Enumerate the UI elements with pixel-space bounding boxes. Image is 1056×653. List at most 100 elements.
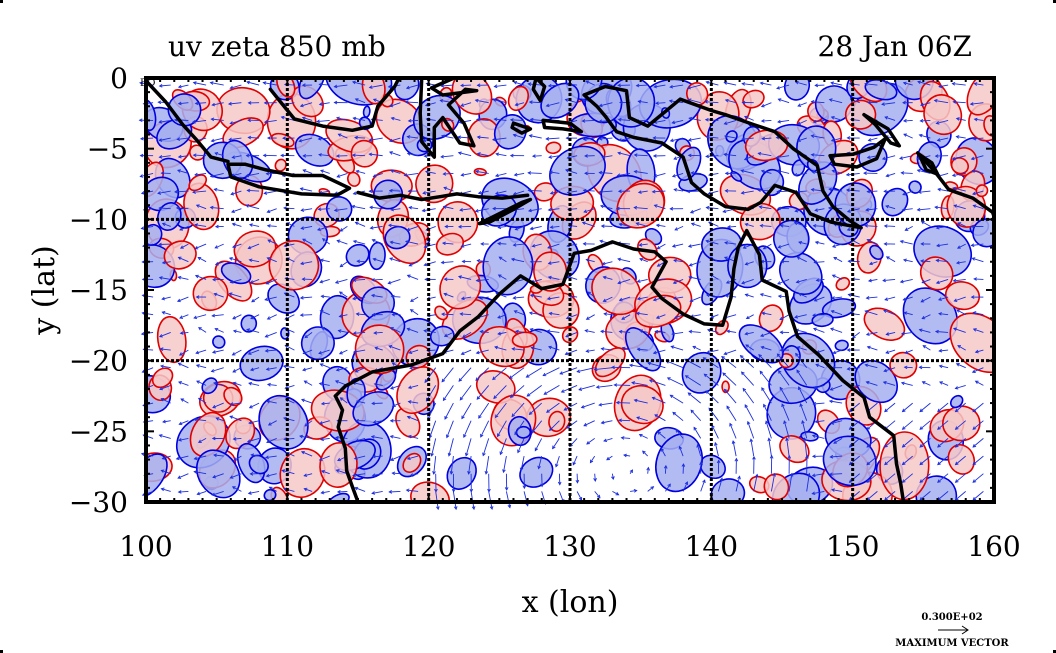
wind-vector	[468, 456, 472, 474]
wind-vector	[634, 207, 648, 210]
wind-vector	[480, 331, 489, 333]
wind-vector	[210, 172, 224, 177]
wind-vector-head	[656, 263, 661, 267]
wind-vector-head	[492, 206, 496, 211]
wind-vector-head	[404, 100, 409, 104]
wind-vector	[494, 84, 507, 88]
wind-vector-head	[316, 119, 320, 124]
wind-vector-head	[444, 415, 448, 420]
wind-vector	[355, 367, 366, 373]
wind-vector	[339, 349, 348, 355]
wind-vector	[514, 172, 525, 176]
wind-vector-head	[493, 117, 498, 122]
wind-vector	[496, 153, 507, 157]
wind-vector	[866, 208, 878, 211]
wind-vector-head	[337, 329, 342, 333]
wind-vector-head	[793, 221, 798, 226]
wind-vectors	[138, 80, 984, 511]
wind-vector	[952, 155, 966, 160]
wind-vector-head	[710, 315, 715, 319]
wind-vector	[336, 469, 348, 475]
wind-vector-head	[406, 227, 411, 232]
wind-vector-head	[245, 173, 250, 178]
wind-vector-head	[139, 153, 144, 158]
wind-vector-head	[865, 207, 870, 212]
wind-vector-head	[494, 173, 499, 178]
wind-vector	[566, 314, 578, 319]
wind-vector-head	[917, 190, 922, 194]
wind-vector	[407, 416, 419, 422]
wind-vector-head	[789, 472, 794, 477]
wind-vector	[672, 172, 684, 177]
wind-vector-head	[264, 455, 269, 460]
wind-vector	[901, 331, 913, 335]
wind-vector-head	[705, 293, 710, 298]
wind-vector-head	[318, 457, 323, 461]
wind-vector	[636, 222, 648, 227]
wind-vector	[674, 314, 684, 319]
wind-vector-head	[229, 85, 234, 90]
wind-vector-head	[371, 238, 376, 243]
wind-vector	[177, 473, 189, 479]
wind-vector	[565, 331, 578, 338]
vector-key-label: MAXIMUM VECTOR	[895, 638, 1009, 649]
wind-vector-head	[796, 369, 800, 374]
wind-vector	[972, 402, 984, 412]
wind-vector	[745, 223, 754, 227]
wind-vector	[232, 223, 242, 227]
wind-vector	[339, 291, 348, 298]
wind-vector-head	[920, 259, 924, 263]
wind-vector-head	[299, 187, 304, 191]
wind-vector-head	[866, 479, 871, 483]
wind-vector-head	[336, 174, 341, 178]
negative-vorticity-contour	[655, 433, 703, 493]
wind-vector-head	[671, 331, 676, 336]
wind-vector-head	[955, 363, 960, 367]
wind-vector	[831, 489, 843, 492]
wind-vector	[511, 258, 525, 263]
wind-vector-head	[903, 133, 908, 137]
wind-vector-head	[638, 243, 643, 247]
wind-vector-head	[265, 367, 270, 371]
wind-vector-head	[197, 397, 202, 402]
wind-vector	[320, 363, 330, 369]
wind-vector	[285, 384, 295, 389]
wind-vector-head	[760, 119, 765, 123]
wind-vector-head	[642, 450, 646, 455]
wind-vector	[798, 386, 808, 404]
wind-vector-head	[669, 394, 674, 399]
wind-vector	[232, 155, 242, 159]
wind-vector-head	[497, 241, 501, 246]
wind-vector-head	[333, 100, 338, 105]
wind-vector	[829, 99, 843, 104]
negative-vorticity-contour	[915, 475, 958, 502]
wind-vector-head	[953, 298, 958, 302]
wind-vector-head	[636, 416, 640, 420]
wind-vector	[212, 473, 224, 478]
wind-vector-head	[684, 375, 689, 379]
wind-vector	[779, 314, 790, 320]
wind-vector-head	[779, 386, 784, 391]
wind-vector-head	[673, 296, 677, 301]
wind-vector-head	[462, 334, 466, 338]
wind-vector-head	[744, 331, 749, 336]
wind-vector-head	[179, 331, 184, 335]
wind-vector	[779, 387, 790, 404]
wind-vector-head	[158, 138, 163, 142]
wind-vector-head	[724, 241, 728, 245]
wind-vector-head	[934, 154, 939, 158]
wind-vector	[300, 188, 313, 192]
wind-vector	[513, 296, 525, 299]
wind-vector	[690, 409, 702, 422]
wind-vector-head	[338, 351, 343, 355]
wind-vector	[407, 136, 419, 139]
wind-vector	[354, 487, 366, 492]
wind-vector-head	[512, 296, 517, 300]
negative-vorticity-contour	[519, 456, 554, 488]
wind-vector	[492, 367, 507, 380]
wind-vector-head	[528, 134, 533, 138]
wind-vector	[832, 296, 843, 299]
wind-vector	[389, 102, 401, 107]
wind-vector-head	[883, 242, 888, 246]
wind-vector	[410, 296, 419, 302]
